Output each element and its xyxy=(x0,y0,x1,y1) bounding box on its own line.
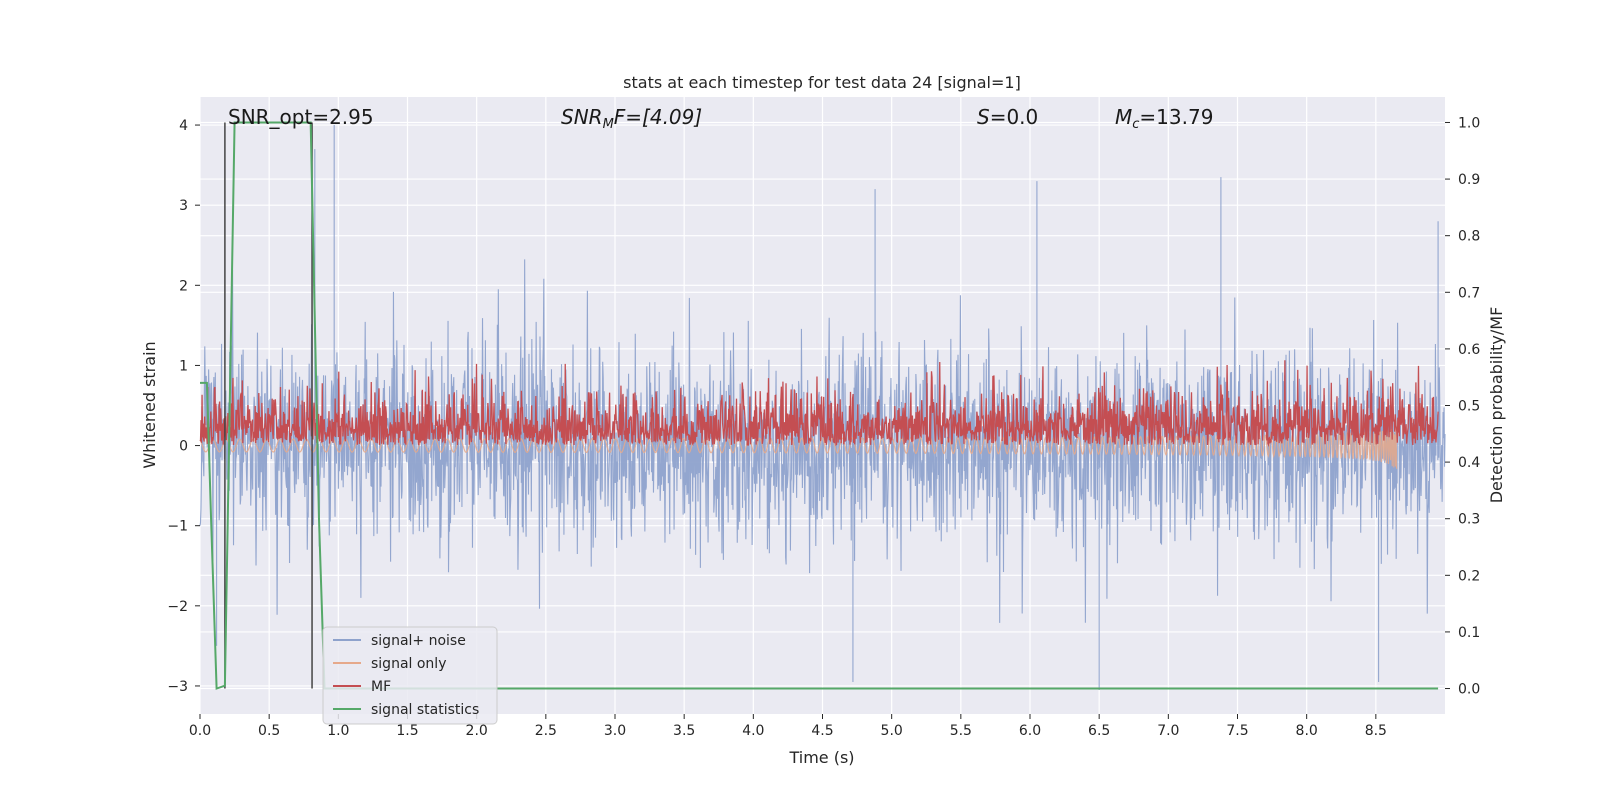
y2-tick-label-1: 0.1 xyxy=(1458,625,1480,641)
x-tick-label-13: 6.5 xyxy=(1088,723,1110,739)
y2-tick-label-3: 0.3 xyxy=(1458,512,1480,528)
y2-tick-label-9: 0.9 xyxy=(1458,172,1480,188)
y2-tick-label-10: 1.0 xyxy=(1458,115,1480,131)
x-tick-label-12: 6.0 xyxy=(1019,723,1041,739)
x-tick-label-15: 7.5 xyxy=(1226,723,1248,739)
x-tick-label-11: 5.5 xyxy=(950,723,972,739)
x-tick-label-14: 7.0 xyxy=(1157,723,1179,739)
x-tick-label-16: 8.0 xyxy=(1296,723,1318,739)
y2-axis-label: Detection probability/MF xyxy=(1487,307,1506,504)
series-signal-only-line xyxy=(199,420,1398,469)
annotation-mc: Mc=13.79 xyxy=(1115,105,1213,132)
series-mf-line xyxy=(199,360,1439,448)
y-axis-label: Whitened strain xyxy=(140,341,159,468)
y-axis-ticks: −3 −2 −1 0 1 2 3 4 xyxy=(167,118,200,695)
y-tick-label-1: −2 xyxy=(167,599,188,615)
series-signal-only xyxy=(199,420,1398,469)
y2-axis-ticks: 0.0 0.1 0.2 0.3 0.4 0.5 0.6 0.7 0.8 0.9 1.0 xyxy=(1445,115,1480,698)
annotation-snr-opt: SNR_opt=2.95 xyxy=(228,105,374,129)
x-tick-label-10: 5.0 xyxy=(881,723,903,739)
annotation-s: S=0.0 xyxy=(977,105,1038,129)
x-tick-label-6: 3.0 xyxy=(604,723,626,739)
y2-tick-label-6: 0.6 xyxy=(1458,342,1480,358)
x-tick-label-17: 8.5 xyxy=(1365,723,1387,739)
x-tick-label-0: 0.0 xyxy=(189,723,211,739)
chart-title: stats at each timestep for test data 24 … xyxy=(623,73,1021,92)
series-mf xyxy=(199,360,1439,448)
x-tick-label-1: 0.5 xyxy=(258,723,280,739)
y2-tick-label-7: 0.7 xyxy=(1458,285,1480,301)
x-tick-label-5: 2.5 xyxy=(535,723,557,739)
x-tick-label-2: 1.0 xyxy=(327,723,349,739)
annotation-snr-mf: SNRMF=[4.09] xyxy=(561,105,702,132)
y2-tick-label-8: 0.8 xyxy=(1458,229,1480,245)
legend-label-signal-statistics: signal statistics xyxy=(371,702,479,718)
series-signal-statistics-line xyxy=(200,121,1439,690)
y2-tick-label-0: 0.0 xyxy=(1458,682,1480,698)
legend: signal+ noise signal only MF signal stat… xyxy=(322,626,498,725)
x-tick-label-9: 4.5 xyxy=(811,723,833,739)
y-tick-label-7: 4 xyxy=(179,118,188,134)
y-tick-label-3: 0 xyxy=(179,439,188,455)
y-tick-label-6: 3 xyxy=(179,198,188,214)
legend-label-mf: MF xyxy=(371,679,391,695)
legend-box xyxy=(322,626,498,725)
legend-label-signal-only: signal only xyxy=(371,656,446,672)
x-tick-label-8: 4.0 xyxy=(742,723,764,739)
y2-tick-label-4: 0.4 xyxy=(1458,455,1480,471)
x-axis-ticks: 0.0 0.5 1.0 1.5 2.0 2.5 3.0 3.5 4.0 4.5 5.0 5.5 6.0 6… xyxy=(189,714,1387,739)
y-tick-label-5: 2 xyxy=(179,278,188,294)
y2-tick-label-5: 0.5 xyxy=(1458,399,1480,415)
legend-label-signal-plus-noise: signal+ noise xyxy=(371,633,466,649)
y-tick-label-0: −3 xyxy=(167,679,188,695)
x-tick-label-4: 2.0 xyxy=(466,723,488,739)
x-tick-label-7: 3.5 xyxy=(673,723,695,739)
series-signal-statistics xyxy=(200,121,1439,690)
x-tick-label-3: 1.5 xyxy=(396,723,418,739)
y-tick-label-2: −1 xyxy=(167,519,188,535)
y2-tick-label-2: 0.2 xyxy=(1458,568,1480,584)
y-tick-label-4: 1 xyxy=(179,358,188,374)
x-axis-label: Time (s) xyxy=(788,748,854,767)
